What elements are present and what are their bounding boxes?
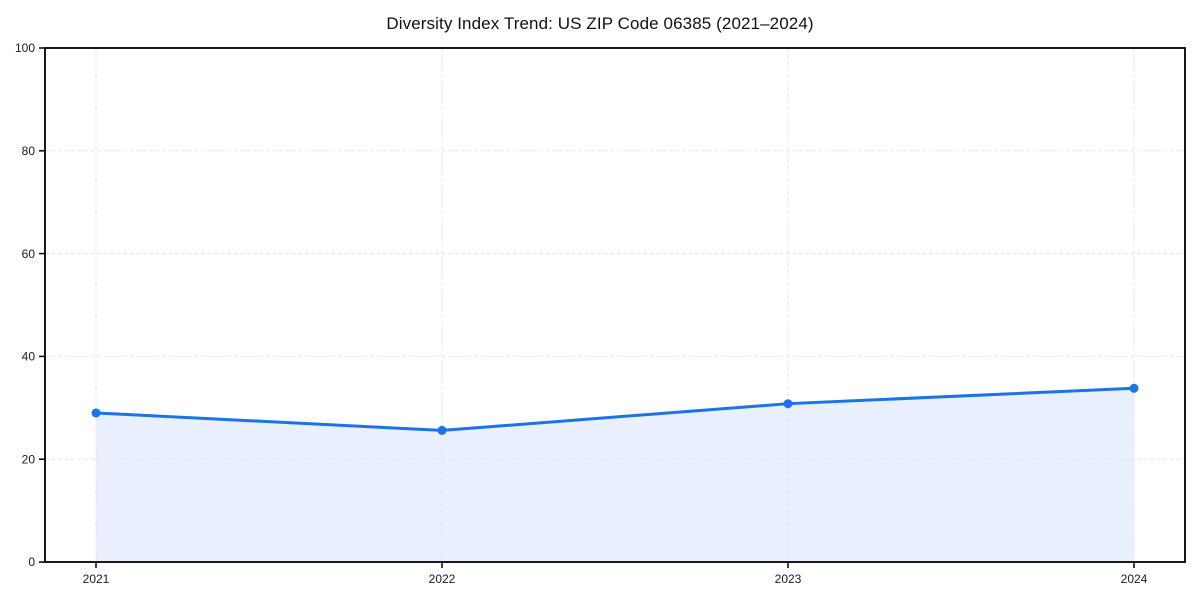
data-point: [1129, 383, 1139, 393]
y-tick-label: 80: [22, 144, 36, 158]
y-tick-label: 60: [22, 247, 36, 261]
area-fill: [96, 388, 1134, 562]
y-tick-label: 100: [15, 41, 35, 55]
chart-title: Diversity Index Trend: US ZIP Code 06385…: [386, 14, 814, 33]
data-point: [91, 408, 101, 418]
x-tick-label: 2022: [429, 572, 456, 586]
plot-border: [44, 47, 1186, 563]
trend-line: [94, 386, 1136, 432]
x-tick-label: 2024: [1121, 572, 1148, 586]
data-point: [437, 425, 447, 435]
x-tick-label: 2023: [775, 572, 802, 586]
data-point: [783, 399, 793, 409]
y-tick-label: 40: [22, 350, 36, 364]
x-tick-label: 2021: [83, 572, 110, 586]
y-tick-label: 20: [22, 452, 36, 466]
y-tick-label: 0: [28, 555, 35, 569]
